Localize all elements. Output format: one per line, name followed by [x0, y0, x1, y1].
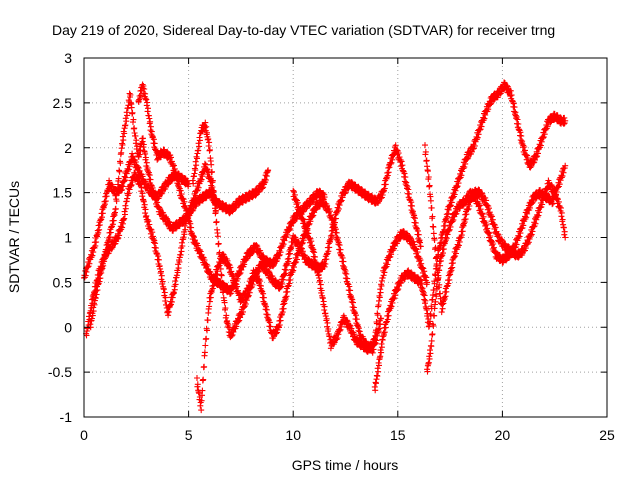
x-tick-label: 10 [285, 427, 301, 443]
y-axis-label: SDTVAR / TECUs [6, 181, 22, 293]
y-tick-label: 2.5 [53, 95, 73, 111]
series-track-4 [83, 160, 219, 339]
y-tick-label: 1.5 [53, 185, 73, 201]
data-points [81, 79, 569, 414]
series-track-5 [189, 119, 424, 341]
y-tick-label: -1 [60, 409, 73, 425]
series-markers [83, 160, 219, 339]
y-tick-label: 2 [64, 140, 72, 156]
x-axis-label: GPS time / hours [292, 457, 399, 473]
y-tick-label: 0.5 [53, 274, 73, 290]
series-track-7 [290, 187, 431, 355]
series-track-10 [424, 162, 569, 375]
x-tick-label: 15 [390, 427, 406, 443]
series-markers [290, 187, 431, 355]
y-tick-label: 0 [64, 319, 72, 335]
series-track-6 [194, 195, 385, 414]
chart-title: Day 219 of 2020, Sidereal Day-to-day VTE… [52, 22, 555, 38]
y-tick-label: -0.5 [48, 364, 72, 380]
series-track-8 [371, 79, 569, 394]
y-tick-label: 1 [64, 230, 72, 246]
x-tick-label: 5 [185, 427, 193, 443]
y-tick-label: 3 [64, 50, 72, 66]
series-markers [189, 119, 424, 341]
series-markers [371, 79, 569, 394]
x-tick-label: 0 [80, 427, 88, 443]
series-markers [424, 162, 569, 375]
x-tick-label: 25 [599, 427, 615, 443]
x-tick-label: 20 [495, 427, 511, 443]
axis-ticks: 0 5 10 15 20 25 -1 -0.5 0 0.5 1 1.5 2 2.5 3 [48, 50, 615, 443]
series-markers [194, 195, 385, 414]
